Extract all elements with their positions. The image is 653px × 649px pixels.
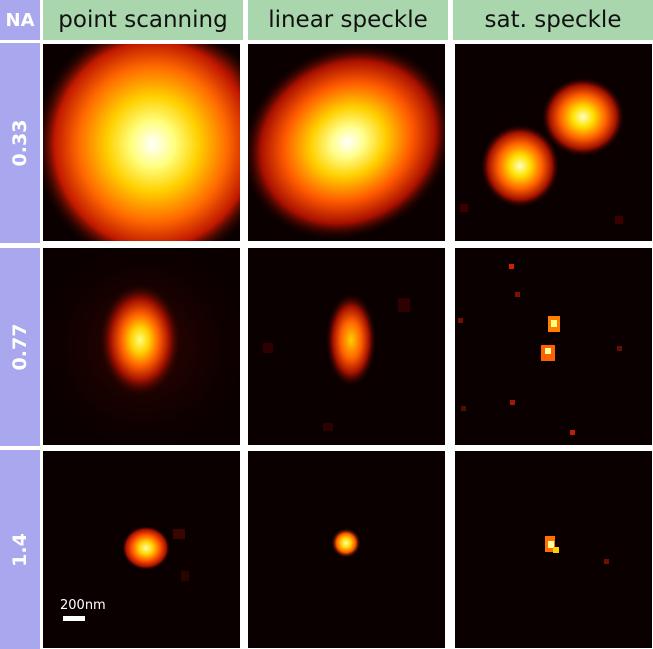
image-panel-linear-speckle-0-33: [248, 44, 445, 241]
image-panel-point-scanning-1-4: [43, 451, 240, 648]
image-panel-sat-speckle-1-4: [455, 451, 652, 648]
image-panel-point-scanning-0-77: [43, 248, 240, 445]
na-corner-label: NA: [0, 0, 40, 40]
column-header-point-scanning: point scanning: [43, 0, 243, 40]
row-label-text: 0.33: [9, 119, 31, 167]
image-panel-point-scanning-0-33: [43, 44, 240, 241]
scale-bar: [63, 616, 85, 621]
image-panel-linear-speckle-1-4: [248, 451, 445, 648]
row-label-text: 0.77: [9, 323, 31, 371]
image-panel-linear-speckle-0-77: [248, 248, 445, 445]
row-label-text: 1.4: [9, 532, 31, 567]
image-panel-sat-speckle-0-77: [455, 248, 652, 445]
image-panel-sat-speckle-0-33: [455, 44, 652, 241]
column-header-linear-speckle: linear speckle: [248, 0, 448, 40]
scale-bar-label: 200nm: [60, 598, 106, 613]
column-header-sat-speckle: sat. speckle: [453, 0, 653, 40]
row-label-na-0-77: 0.77: [0, 248, 40, 446]
row-label-na-1-4: 1.4: [0, 450, 40, 649]
row-label-na-0-33: 0.33: [0, 43, 40, 243]
